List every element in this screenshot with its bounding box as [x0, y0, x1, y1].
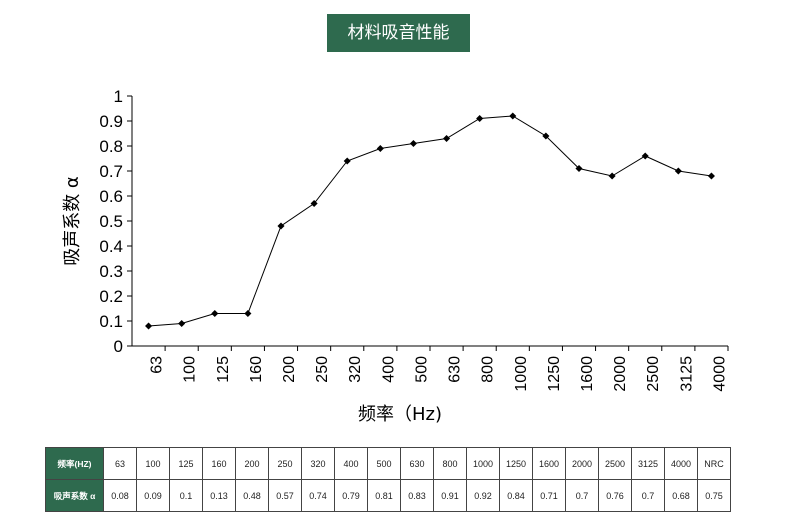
frequency-cell: 630	[400, 447, 434, 480]
coefficient-cell: 0.83	[400, 479, 434, 512]
frequency-row: 频率(HZ) 63 100 125 160 200 250 320 400 500 630 800 10…	[45, 447, 731, 480]
x-tick-label: 320	[347, 356, 364, 383]
frequency-cell: 250	[268, 447, 302, 480]
data-point	[376, 144, 384, 153]
coefficient-cell: 0.84	[499, 479, 533, 512]
data-point	[608, 172, 616, 180]
frequency-cell: 3125	[631, 447, 665, 480]
frequency-cell: 500	[367, 447, 401, 480]
coefficient-cell: 0.7	[565, 479, 599, 512]
coefficient-cell: 0.91	[433, 479, 467, 512]
data-point	[674, 167, 682, 175]
x-tick-label: 100	[182, 356, 199, 383]
coefficient-cell: 0.75	[697, 479, 731, 512]
frequency-cell: 1600	[532, 447, 566, 480]
frequency-cell: 100	[136, 447, 170, 480]
x-tick-label: 630	[447, 356, 464, 383]
data-point	[575, 164, 583, 173]
x-axis-label: 频率（Hz)	[358, 404, 442, 425]
data-point	[211, 309, 219, 318]
coefficient-cell: 0.08	[103, 479, 137, 512]
coefficient-cell: 0.1	[169, 479, 203, 512]
x-tick-label: 1250	[546, 356, 563, 392]
y-axis-label: 吸声系数 α	[62, 176, 83, 266]
coefficient-cell: 0.76	[598, 479, 632, 512]
chart-title: 材料吸音性能	[327, 14, 470, 52]
data-point	[509, 112, 517, 120]
x-tick-label: 2500	[645, 356, 662, 392]
data-point	[145, 322, 153, 330]
x-tick-label: 1000	[513, 356, 530, 392]
y-tick-label: 0.1	[99, 312, 123, 331]
row-label: 吸声系数 α	[45, 479, 104, 512]
frequency-cell: 1000	[466, 447, 500, 480]
coefficient-cell: 0.79	[334, 479, 368, 512]
x-tick-label: 500	[413, 356, 430, 383]
y-tick-label: 0.2	[99, 287, 123, 306]
y-tick-label: 0.5	[99, 212, 123, 231]
data-point	[707, 172, 715, 180]
data-point	[443, 134, 451, 143]
x-tick-label: 160	[248, 356, 265, 383]
data-point	[641, 152, 649, 160]
x-tick-label: 63	[149, 356, 166, 374]
coefficient-row: 吸声系数 α 0.08 0.09 0.1 0.13 0.48 0.57 0.74 0.79 0.8…	[45, 479, 731, 512]
coefficient-cell: 0.92	[466, 479, 500, 512]
coefficient-cell: 0.71	[532, 479, 566, 512]
frequency-cell: 800	[433, 447, 467, 480]
x-tick-label: 250	[314, 356, 331, 383]
frequency-cell: 2000	[565, 447, 599, 480]
frequency-cell: 2500	[598, 447, 632, 480]
y-tick-label: 0.7	[99, 162, 123, 181]
y-tick-label: 0.4	[99, 237, 123, 256]
coefficient-cell: 0.57	[268, 479, 302, 512]
data-point	[343, 157, 351, 165]
data-point	[277, 222, 285, 230]
x-tick-label: 200	[281, 356, 298, 383]
coefficient-cell: 0.7	[631, 479, 665, 512]
coefficient-cell: 0.09	[136, 479, 170, 512]
x-tick-label: 3125	[678, 356, 695, 392]
coefficient-cell: 0.48	[235, 479, 269, 512]
data-point	[310, 199, 318, 208]
coefficient-cell: 0.13	[202, 479, 236, 512]
frequency-cell: 320	[301, 447, 335, 480]
frequency-cell: NRC	[697, 447, 731, 480]
data-point	[178, 319, 186, 328]
frequency-cell: 4000	[664, 447, 698, 480]
frequency-cell: 160	[202, 447, 236, 480]
absorption-chart: 0 0.1 0.2 0.3 0.4 0.5 0.6 0.7 0.8 0.9 1 63 100 125 160…	[62, 87, 729, 425]
x-tick-label: 400	[380, 356, 397, 383]
data-point	[542, 132, 550, 140]
coefficient-cell: 0.81	[367, 479, 401, 512]
header-label: 频率(HZ)	[45, 447, 104, 480]
coefficient-cell: 0.68	[664, 479, 698, 512]
x-tick-label: 1600	[579, 356, 596, 392]
x-tick-label: 4000	[711, 356, 728, 392]
data-table: 频率(HZ) 63 100 125 160 200 250 320 400 500 630 800 10…	[45, 447, 731, 512]
data-point	[476, 114, 484, 123]
frequency-cell: 1250	[499, 447, 533, 480]
coefficient-cell: 0.74	[301, 479, 335, 512]
y-tick-label: 0	[114, 337, 123, 356]
y-tick-label: 0.6	[99, 187, 123, 206]
frequency-cell: 125	[169, 447, 203, 480]
y-tick-label: 0.9	[99, 112, 123, 131]
frequency-cell: 200	[235, 447, 269, 480]
x-tick-label: 125	[215, 356, 232, 383]
data-point	[409, 139, 417, 148]
x-tick-label: 2000	[612, 356, 629, 392]
y-tick-label: 0.8	[99, 137, 123, 156]
y-tick-label: 1	[114, 87, 123, 106]
data-point	[244, 309, 252, 318]
series-line	[148, 115, 712, 327]
frequency-cell: 63	[103, 447, 137, 480]
y-tick-label: 0.3	[99, 262, 123, 281]
x-tick-label: 800	[480, 356, 497, 383]
frequency-cell: 400	[334, 447, 368, 480]
